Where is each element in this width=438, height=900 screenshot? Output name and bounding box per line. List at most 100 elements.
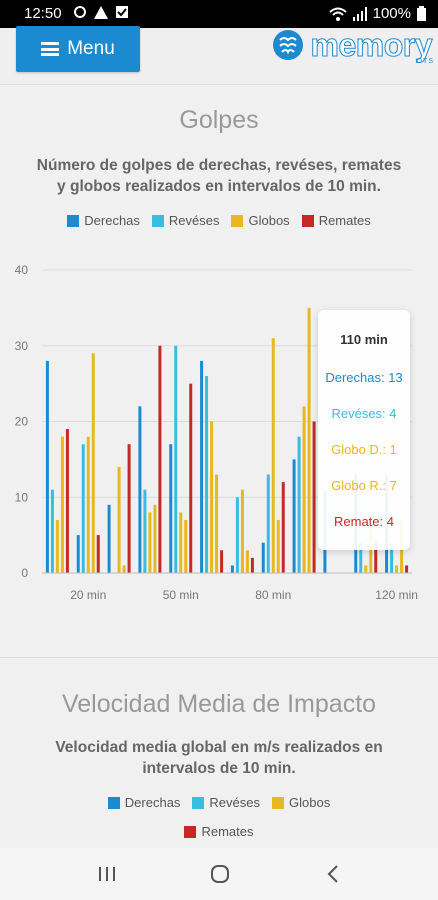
legend-item-reveses[interactable]: Revéses [192, 795, 260, 810]
bar-remates-30-min[interactable] [127, 444, 131, 573]
bar-globo-r--30-min[interactable] [122, 565, 126, 573]
x-tick-label: 80 min [255, 588, 291, 602]
tooltip-globo-d: Globo D.: 1 [331, 442, 397, 457]
subtitle-line-1: Número de golpes de derechas, revéses, r… [36, 157, 402, 174]
y-tick-label: 40 [15, 263, 29, 277]
legend-swatch [151, 214, 164, 227]
bar-globo-r--10-min[interactable] [60, 436, 64, 573]
subtitle-line-2: intervalos de 10 min. [142, 760, 296, 777]
bar-rev-ses-10-min[interactable] [50, 489, 54, 573]
logo-text: memory [310, 27, 433, 63]
bar-globo-r--20-min[interactable] [91, 353, 95, 573]
bar-rev-ses-60-min[interactable] [205, 376, 209, 573]
menu-label: Menu [67, 38, 115, 59]
bar-rev-ses-110-min[interactable] [359, 542, 363, 573]
golpes-section: Golpes Número de golpes de derechas, rev… [0, 106, 438, 228]
bar-globo-d--90-min[interactable] [302, 406, 306, 573]
bar-rev-ses-50-min[interactable] [174, 345, 178, 573]
y-tick-label: 10 [15, 490, 29, 504]
legend-item-derechas[interactable]: Derechas [107, 795, 180, 810]
subtitle-line-1: Velocidad media global en m/s realizados… [55, 739, 383, 756]
legend-item-globos[interactable]: Globos [231, 213, 290, 228]
back-button[interactable] [318, 862, 348, 886]
legend-item-remates[interactable]: Remates [301, 213, 371, 228]
bar-derechas-70-min[interactable] [230, 565, 234, 573]
logo-subtext: OTS [416, 58, 434, 65]
bar-globo-r--40-min[interactable] [153, 504, 157, 573]
legend-swatch [67, 214, 80, 227]
hamburger-icon [41, 42, 60, 56]
section-divider [0, 657, 438, 658]
bar-derechas-90-min[interactable] [292, 459, 296, 573]
signal-icon [352, 6, 367, 21]
bar-globo-d--40-min[interactable] [148, 512, 152, 573]
bar-remates-80-min[interactable] [281, 482, 285, 573]
bar-globo-r--50-min[interactable] [184, 519, 188, 573]
bar-globo-d--10-min[interactable] [55, 519, 59, 573]
bar-remates-10-min[interactable] [65, 429, 69, 573]
alarm-icon [74, 6, 86, 18]
bar-globo-r--90-min[interactable] [307, 307, 311, 573]
status-time: 12:50 [24, 5, 62, 22]
status-bar: 12:50 100% [0, 0, 438, 28]
section-subtitle: Velocidad media global en m/s realizados… [0, 737, 438, 779]
bar-globo-d--70-min[interactable] [240, 489, 244, 573]
recent-apps-button[interactable] [92, 862, 122, 886]
bar-derechas-50-min[interactable] [169, 444, 173, 573]
bar-globo-d--120-min[interactable] [395, 565, 399, 573]
tooltip-reveses: Revéses: 4 [331, 406, 397, 421]
logo: memory [271, 28, 433, 62]
bar-derechas-20-min[interactable] [76, 535, 80, 573]
battery-icon [417, 6, 426, 21]
bar-rev-ses-40-min[interactable] [143, 489, 147, 573]
bar-globo-r--60-min[interactable] [215, 474, 219, 573]
bar-derechas-60-min[interactable] [200, 360, 204, 573]
bar-derechas-30-min[interactable] [107, 504, 111, 573]
bar-rev-ses-70-min[interactable] [235, 497, 239, 573]
battery-percent: 100% [372, 5, 411, 22]
warning-icon [94, 5, 108, 19]
tooltip-globo-r: Globo R.: 7 [331, 478, 397, 493]
bar-derechas-40-min[interactable] [138, 406, 142, 573]
bar-remates-120-min[interactable] [405, 565, 409, 573]
chart-legend: Derechas Revéses Globos Remates [0, 213, 438, 228]
legend-item-reveses[interactable]: Revéses [151, 213, 219, 228]
menu-button[interactable]: Menu [16, 26, 140, 72]
bar-rev-ses-90-min[interactable] [297, 436, 301, 573]
y-tick-label: 20 [15, 415, 29, 429]
bar-globo-d--80-min[interactable] [271, 338, 275, 573]
bar-remates-20-min[interactable] [96, 535, 100, 573]
bar-rev-ses-80-min[interactable] [266, 474, 270, 573]
legend-swatch [184, 825, 197, 838]
bar-derechas-10-min[interactable] [45, 360, 49, 573]
bar-derechas-80-min[interactable] [261, 542, 265, 573]
bar-globo-d--30-min[interactable] [117, 466, 121, 573]
legend-item-remates[interactable]: Remates [184, 824, 254, 839]
bar-remates-70-min[interactable] [250, 557, 254, 573]
bar-globo-d--60-min[interactable] [210, 421, 214, 574]
home-button[interactable] [205, 862, 235, 886]
bar-remates-50-min[interactable] [189, 383, 193, 573]
legend-item-globos[interactable]: Globos [272, 795, 330, 810]
recent-apps-icon [99, 867, 115, 881]
legend-swatch [231, 214, 244, 227]
bar-globo-r--80-min[interactable] [276, 519, 280, 573]
tooltip-remate: Remate: 4 [334, 514, 394, 529]
bar-globo-r--70-min[interactable] [245, 550, 249, 573]
bar-globo-d--20-min[interactable] [86, 436, 90, 573]
bar-remates-60-min[interactable] [220, 550, 224, 573]
home-icon [211, 865, 229, 883]
legend-item-derechas[interactable]: Derechas [67, 213, 140, 228]
bar-globo-d--50-min[interactable] [179, 512, 183, 573]
tooltip-derechas: Derechas: 13 [325, 370, 403, 385]
tooltip-title: 110 min [340, 332, 388, 347]
bar-remates-90-min[interactable] [312, 421, 316, 574]
bar-remates-110-min[interactable] [374, 542, 378, 573]
bar-rev-ses-20-min[interactable] [81, 444, 85, 573]
checkbox-icon [116, 6, 128, 18]
bar-rev-ses-120-min[interactable] [390, 542, 394, 573]
chart-legend: Derechas Revéses Globos [0, 795, 438, 810]
chart-legend-row-2: Remates [0, 824, 438, 839]
bar-globo-d--110-min[interactable] [364, 565, 368, 573]
bar-remates-40-min[interactable] [158, 345, 162, 573]
